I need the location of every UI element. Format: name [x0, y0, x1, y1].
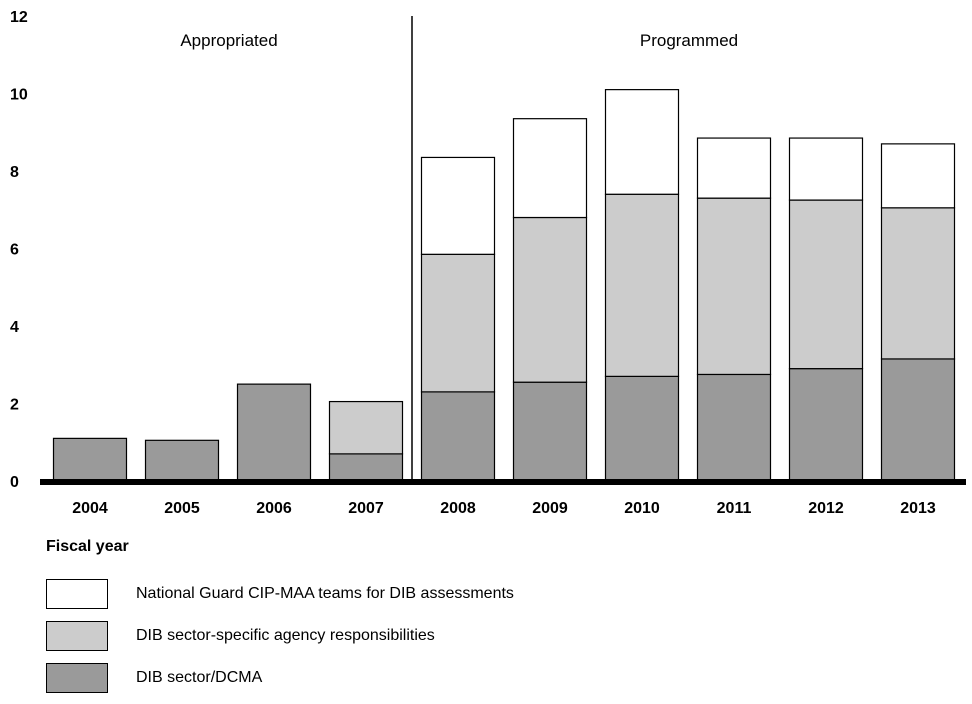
legend-label-dcma: DIB sector/DCMA — [136, 669, 263, 686]
legend-item-dcma: DIB sector/DCMA — [46, 662, 514, 694]
y-axis-ticks: 0 2 4 6 8 10 12 — [10, 9, 28, 491]
bar-segment-2010-3 — [604, 89, 680, 195]
bar-segment-2010-1 — [604, 375, 680, 482]
bar-segment-2012-1 — [788, 368, 864, 482]
legend-item-national-guard: National Guard CIP-MAA teams for DIB ass… — [46, 578, 514, 610]
legend-label-national-guard: National Guard CIP-MAA teams for DIB ass… — [136, 585, 514, 602]
programmed-label: Programmed — [640, 31, 738, 50]
y-tick-label: 6 — [10, 242, 19, 259]
y-tick-label: 12 — [10, 9, 28, 26]
bar-segment-2009-1 — [512, 381, 588, 482]
y-tick-label: 10 — [10, 87, 28, 104]
y-tick-label: 8 — [10, 164, 19, 181]
bar-segment-2011-3 — [696, 137, 772, 199]
bar-segment-2012-3 — [788, 137, 864, 201]
x-axis-baseline — [40, 479, 966, 485]
bar-segment-2013-3 — [880, 143, 956, 209]
bar-segment-2010-2 — [604, 193, 680, 377]
x-axis-title: Fiscal year — [46, 538, 129, 555]
bar-segment-2009-2 — [512, 216, 588, 383]
x-tick-label-2013: 2013 — [900, 500, 936, 517]
bars — [52, 89, 956, 482]
y-tick-label: 0 — [10, 474, 19, 491]
x-tick-label-2009: 2009 — [532, 500, 568, 517]
legend-label-sector-agency: DIB sector-specific agency responsibilit… — [136, 627, 435, 644]
x-tick-label-2006: 2006 — [256, 500, 292, 517]
legend-swatch-sector-agency — [46, 621, 108, 651]
y-tick-label: 4 — [10, 319, 19, 336]
bar-segment-2011-1 — [696, 373, 772, 482]
bar-segment-2012-2 — [788, 199, 864, 370]
bar-segment-2008-1 — [420, 391, 496, 482]
bar-segment-2009-3 — [512, 118, 588, 219]
bar-segment-2011-2 — [696, 197, 772, 376]
x-tick-label-2004: 2004 — [72, 500, 108, 517]
x-tick-label-2008: 2008 — [440, 500, 476, 517]
bar-segment-2007-2 — [328, 400, 404, 455]
appropriated-label: Appropriated — [180, 31, 277, 50]
x-tick-label-2005: 2005 — [164, 500, 200, 517]
x-tick-label-2010: 2010 — [624, 500, 660, 517]
bar-segment-2008-3 — [420, 156, 496, 255]
x-tick-label-2007: 2007 — [348, 500, 384, 517]
legend: National Guard CIP-MAA teams for DIB ass… — [46, 578, 514, 704]
bar-segment-2013-2 — [880, 207, 956, 360]
legend-swatch-dcma — [46, 663, 108, 693]
bar-segment-2006-1 — [236, 383, 312, 482]
bar-segment-2005-1 — [144, 439, 220, 482]
bar-segment-2007-1 — [328, 453, 404, 482]
legend-item-sector-agency: DIB sector-specific agency responsibilit… — [46, 620, 514, 652]
bar-segment-2013-1 — [880, 358, 956, 482]
y-tick-label: 2 — [10, 397, 19, 414]
x-axis-ticks: 2004 2005 2006 2007 2008 2009 2010 2011 2012 2013 — [72, 500, 936, 517]
x-tick-label-2011: 2011 — [717, 500, 752, 517]
bar-segment-2004-1 — [52, 437, 128, 482]
legend-swatch-national-guard — [46, 579, 108, 609]
bar-segment-2008-2 — [420, 253, 496, 393]
x-tick-label-2012: 2012 — [808, 500, 844, 517]
